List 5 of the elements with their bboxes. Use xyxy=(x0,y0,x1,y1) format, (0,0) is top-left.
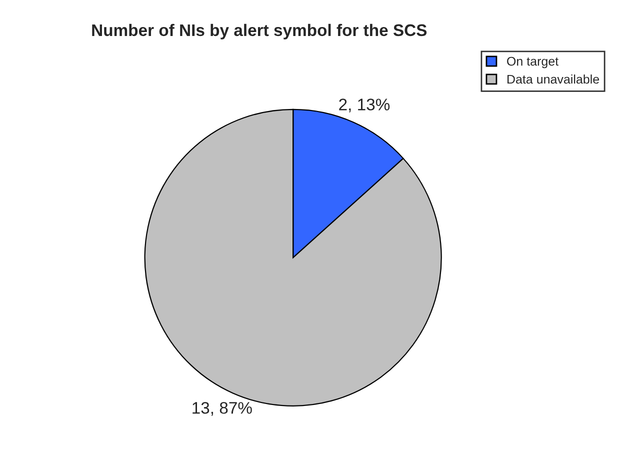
data-label: 13, 87% xyxy=(192,402,252,416)
chart-title: Number of NIs by alert symbol for the SCS xyxy=(92,24,427,40)
data-label: 2, 13% xyxy=(339,98,390,112)
legend-label: On target xyxy=(507,56,558,68)
legend-label: Data unavailable xyxy=(507,74,600,84)
